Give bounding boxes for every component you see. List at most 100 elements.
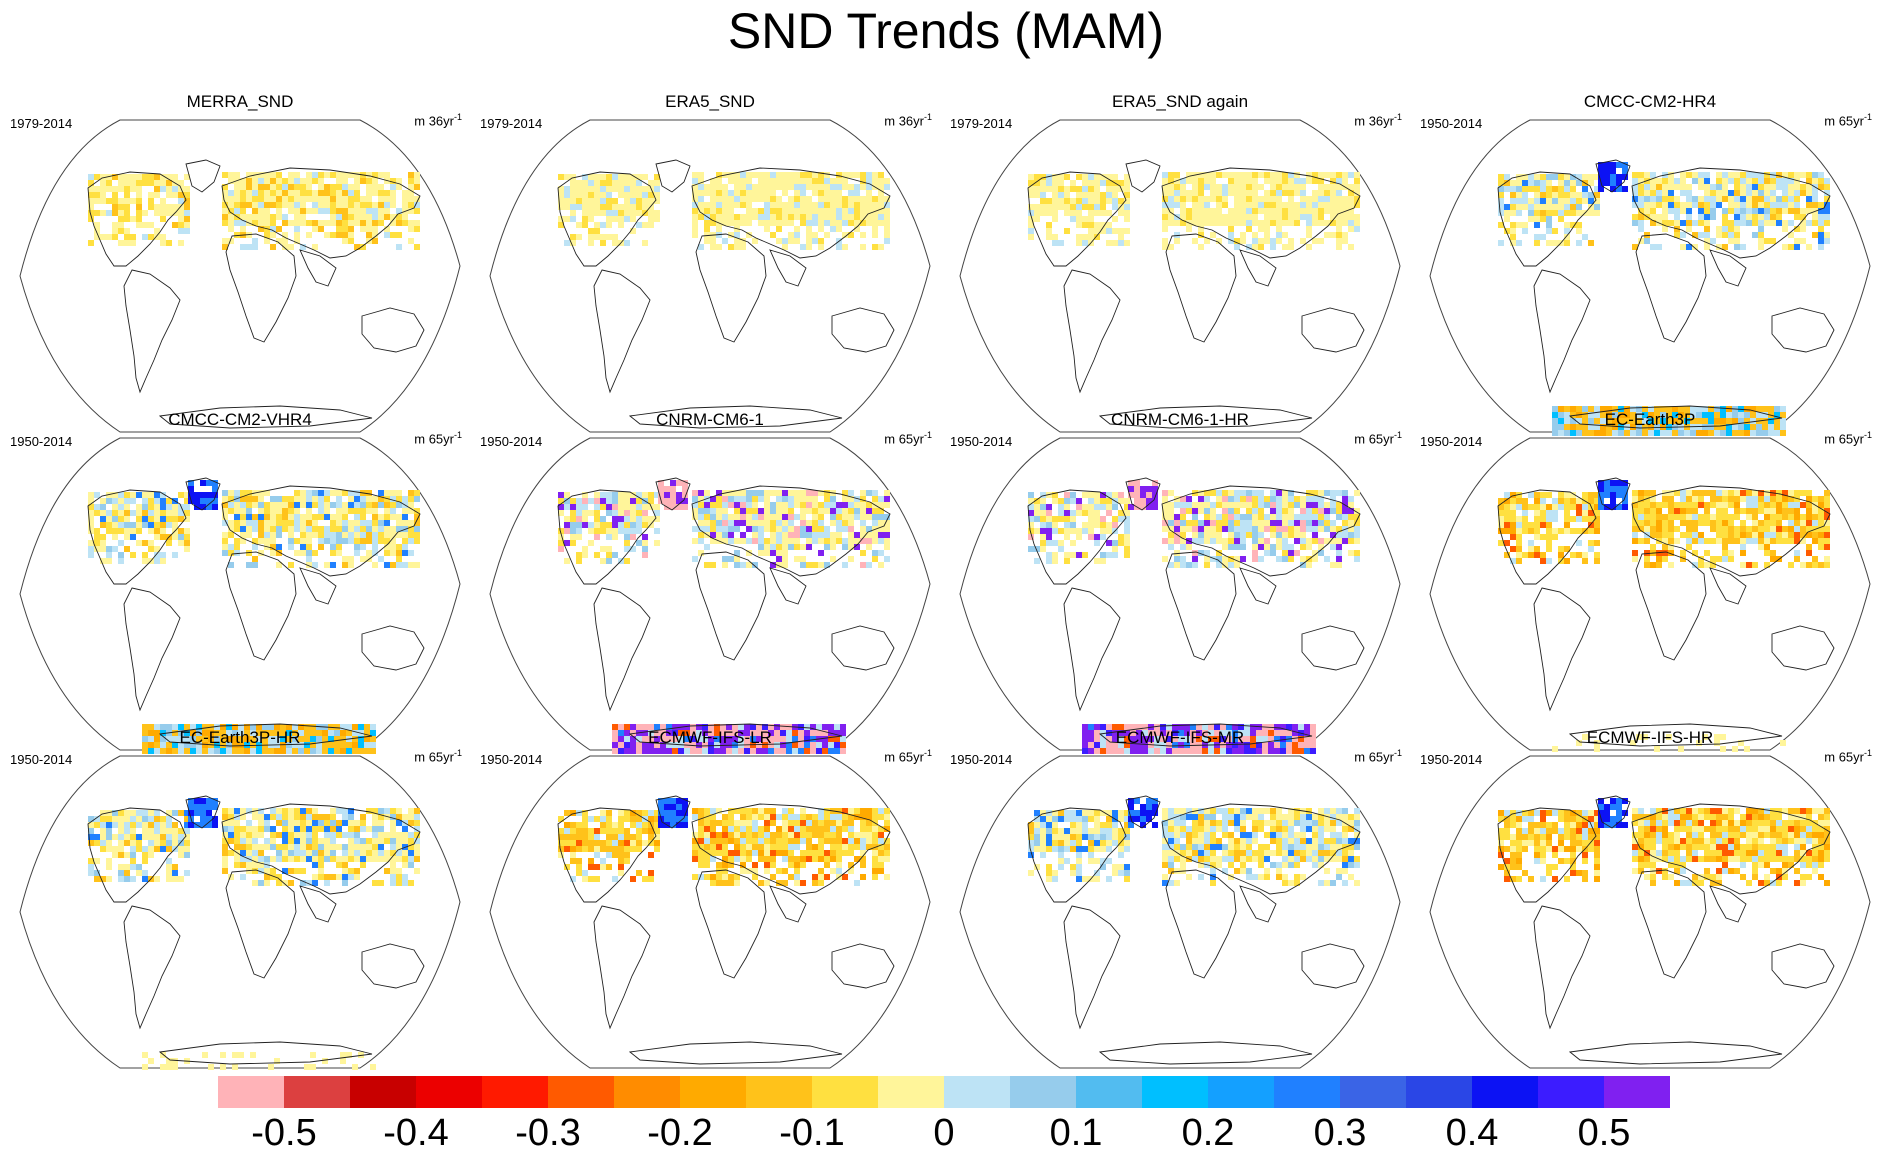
snow-trend-cell xyxy=(1228,532,1234,538)
snow-trend-cell xyxy=(1534,204,1540,210)
antarctic-trend-cell xyxy=(1208,736,1214,742)
antarctic-trend-cell xyxy=(1780,430,1786,436)
snow-trend-cell xyxy=(636,516,642,522)
antarctic-trend-cell xyxy=(352,736,358,742)
snow-trend-cell xyxy=(1516,552,1522,558)
snow-trend-cell xyxy=(818,190,824,196)
snow-trend-cell xyxy=(348,172,354,178)
snow-trend-cell xyxy=(860,196,866,202)
snow-trend-cell xyxy=(1118,234,1124,240)
snow-trend-cell xyxy=(366,184,372,190)
snow-trend-cell xyxy=(166,870,172,876)
snow-trend-cell xyxy=(222,838,228,844)
snow-trend-cell xyxy=(1028,234,1034,240)
snow-trend-cell xyxy=(1168,538,1174,544)
snow-trend-cell xyxy=(1040,540,1046,546)
snow-trend-cell xyxy=(172,822,178,828)
antarctic-trend-cell xyxy=(1774,424,1780,430)
snow-trend-cell xyxy=(160,558,166,564)
snow-trend-cell xyxy=(1818,538,1824,544)
snow-trend-cell xyxy=(692,178,698,184)
snow-trend-cell xyxy=(172,834,178,840)
snow-trend-cell xyxy=(582,522,588,528)
snow-trend-cell xyxy=(124,828,130,834)
antarctic-trend-cell xyxy=(1582,734,1588,740)
snow-trend-cell xyxy=(710,562,716,568)
snow-trend-cell xyxy=(1336,178,1342,184)
snow-trend-cell xyxy=(818,184,824,190)
snow-trend-cell xyxy=(1764,508,1770,514)
antarctic-trend-cell xyxy=(1160,724,1166,730)
antarctic-trend-cell xyxy=(286,736,292,742)
snow-trend-cell xyxy=(728,502,734,508)
snow-trend-cell xyxy=(1324,490,1330,496)
snow-trend-cell xyxy=(336,526,342,532)
snow-trend-cell xyxy=(166,186,172,192)
snow-trend-cell xyxy=(172,828,178,834)
antarctic-trend-cell xyxy=(1262,730,1268,736)
snow-trend-cell xyxy=(570,498,576,504)
snow-trend-cell xyxy=(1198,232,1204,238)
snow-trend-cell xyxy=(1534,534,1540,540)
snow-trend-cell xyxy=(294,172,300,178)
snow-trend-cell xyxy=(1342,490,1348,496)
snow-trend-cell xyxy=(1758,490,1764,496)
coastline xyxy=(695,233,767,343)
antarctic-trend-cell xyxy=(1118,736,1124,742)
snow-trend-cell xyxy=(594,180,600,186)
snow-trend-cell xyxy=(884,526,890,532)
snow-trend-cell xyxy=(1824,520,1830,526)
snow-trend-cell xyxy=(1324,556,1330,562)
snow-trend-cell xyxy=(178,516,184,522)
snow-trend-cell xyxy=(1294,538,1300,544)
snow-trend-cell xyxy=(240,184,246,190)
antarctic-trend-cell xyxy=(346,748,352,754)
snow-trend-cell xyxy=(1638,490,1644,496)
snow-trend-cell xyxy=(1528,186,1534,192)
snow-trend-cell xyxy=(1594,204,1600,210)
snow-trend-cell xyxy=(1180,520,1186,526)
snow-trend-cell xyxy=(228,238,234,244)
snow-trend-cell xyxy=(1746,490,1752,496)
snow-trend-cell xyxy=(1564,180,1570,186)
snow-trend-cell xyxy=(698,178,704,184)
snow-trend-cell xyxy=(588,510,594,516)
snow-trend-cell xyxy=(1498,210,1504,216)
snow-trend-cell xyxy=(1064,198,1070,204)
snow-trend-cell xyxy=(1294,502,1300,508)
snow-trend-cell xyxy=(606,510,612,516)
antarctic-trend-cell xyxy=(798,742,804,748)
snow-trend-cell xyxy=(1686,172,1692,178)
snow-trend-cell xyxy=(1734,496,1740,502)
snow-trend-cell xyxy=(842,508,848,514)
snow-trend-cell xyxy=(118,816,124,822)
snow-trend-cell xyxy=(1252,214,1258,220)
snow-trend-cell xyxy=(1710,502,1716,508)
snow-trend-cell xyxy=(1228,526,1234,532)
snow-trend-cell xyxy=(1222,196,1228,202)
antarctic-trend-cell xyxy=(1094,742,1100,748)
antarctic-trend-cell xyxy=(1630,412,1636,418)
snow-trend-cell xyxy=(1040,174,1046,180)
snow-trend-cell xyxy=(1698,532,1704,538)
coastline xyxy=(158,723,373,747)
snow-trend-cell xyxy=(1740,544,1746,550)
snow-trend-cell xyxy=(776,184,782,190)
snow-trend-cell xyxy=(1270,514,1276,520)
snow-trend-cell xyxy=(1240,220,1246,226)
snow-trend-cell xyxy=(576,510,582,516)
snow-trend-cell xyxy=(124,510,130,516)
snow-trend-cell xyxy=(1564,240,1570,246)
snow-trend-cell xyxy=(136,510,142,516)
snow-trend-cell xyxy=(878,526,884,532)
snow-trend-cell xyxy=(384,172,390,178)
snow-trend-cell xyxy=(812,508,818,514)
antarctic-trend-cell xyxy=(1648,406,1654,412)
snow-trend-cell xyxy=(118,828,124,834)
antarctic-trend-cell xyxy=(624,736,630,742)
snow-trend-cell xyxy=(1776,502,1782,508)
snow-trend-cell xyxy=(390,178,396,184)
antarctic-trend-cell xyxy=(1564,430,1570,436)
snow-trend-cell xyxy=(1812,190,1818,196)
snow-trend-cell xyxy=(306,496,312,502)
